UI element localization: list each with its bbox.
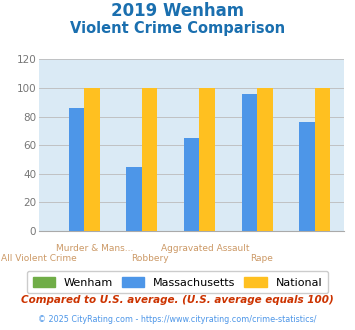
Bar: [84, 88, 100, 231]
Text: Compared to U.S. average. (U.S. average equals 100): Compared to U.S. average. (U.S. average …: [21, 295, 334, 305]
Text: 2019 Wenham: 2019 Wenham: [111, 2, 244, 20]
Bar: [200, 88, 215, 231]
Text: © 2025 CityRating.com - https://www.cityrating.com/crime-statistics/: © 2025 CityRating.com - https://www.city…: [38, 315, 317, 324]
Bar: [242, 94, 257, 231]
Text: Robbery: Robbery: [131, 254, 169, 263]
Text: Rape: Rape: [250, 254, 273, 263]
Bar: [299, 122, 315, 231]
Bar: [142, 88, 157, 231]
Text: Murder & Mans...: Murder & Mans...: [56, 244, 133, 253]
Bar: [184, 138, 200, 231]
Text: Violent Crime Comparison: Violent Crime Comparison: [70, 21, 285, 36]
Bar: [257, 88, 273, 231]
Legend: Wenham, Massachusetts, National: Wenham, Massachusetts, National: [27, 271, 328, 293]
Text: All Violent Crime: All Violent Crime: [1, 254, 77, 263]
Bar: [315, 88, 331, 231]
Text: Aggravated Assault: Aggravated Assault: [161, 244, 250, 253]
Bar: [69, 108, 84, 231]
Bar: [126, 167, 142, 231]
